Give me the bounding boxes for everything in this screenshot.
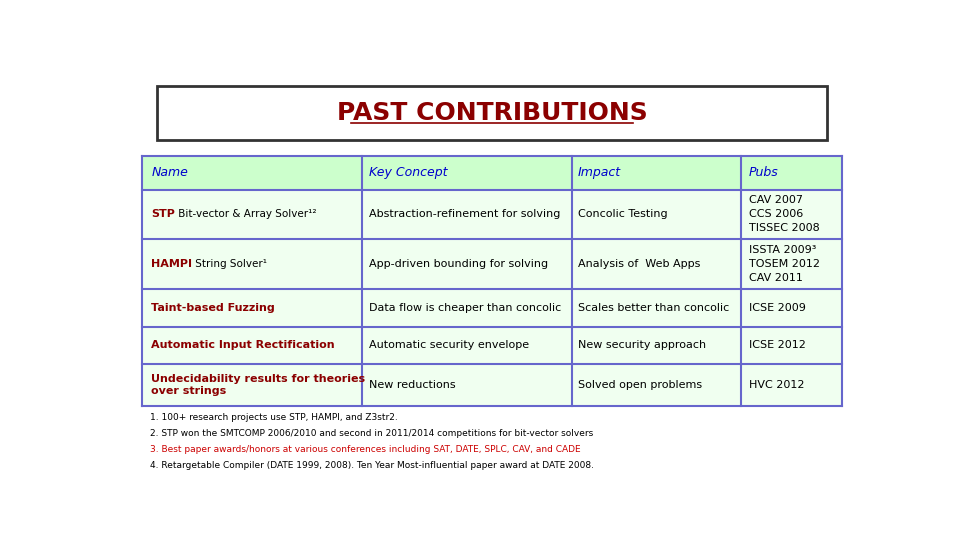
Text: Undecidability results for theories
over strings: Undecidability results for theories over…: [152, 374, 366, 396]
Text: HVC 2012: HVC 2012: [749, 380, 804, 390]
Text: Pubs: Pubs: [749, 166, 779, 179]
Text: Impact: Impact: [578, 166, 621, 179]
Text: App-driven bounding for solving: App-driven bounding for solving: [370, 259, 548, 269]
Text: Key Concept: Key Concept: [370, 166, 447, 179]
FancyBboxPatch shape: [142, 156, 842, 406]
Text: Scales better than concolic: Scales better than concolic: [578, 303, 729, 313]
Text: New security approach: New security approach: [578, 340, 706, 350]
Text: 4. Retargetable Compiler (DATE 1999, 2008). Ten Year Most-influential paper awar: 4. Retargetable Compiler (DATE 1999, 200…: [150, 461, 593, 470]
Text: ICSE 2012: ICSE 2012: [749, 340, 805, 350]
Text: PAST CONTRIBUTIONS: PAST CONTRIBUTIONS: [337, 100, 647, 125]
Text: Analysis of  Web Apps: Analysis of Web Apps: [578, 259, 700, 269]
Text: Abstraction-refinement for solving: Abstraction-refinement for solving: [370, 210, 561, 219]
Text: STP: STP: [152, 210, 175, 219]
Text: Data flow is cheaper than concolic: Data flow is cheaper than concolic: [370, 303, 562, 313]
Text: CAV 2007
CCS 2006
TISSEC 2008: CAV 2007 CCS 2006 TISSEC 2008: [749, 195, 820, 233]
Text: ISSTA 2009³
TOSEM 2012
CAV 2011: ISSTA 2009³ TOSEM 2012 CAV 2011: [749, 245, 820, 284]
Text: 2. STP won the SMTCOMP 2006/2010 and second in 2011/2014 competitions for bit-ve: 2. STP won the SMTCOMP 2006/2010 and sec…: [150, 429, 593, 438]
Text: 1. 100+ research projects use STP, HAMPI, and Z3str2.: 1. 100+ research projects use STP, HAMPI…: [150, 413, 397, 422]
Text: Taint-based Fuzzing: Taint-based Fuzzing: [152, 303, 275, 313]
Text: Name: Name: [152, 166, 188, 179]
Text: ICSE 2009: ICSE 2009: [749, 303, 805, 313]
Text: Concolic Testing: Concolic Testing: [578, 210, 667, 219]
Text: New reductions: New reductions: [370, 380, 456, 390]
Text: Bit-vector & Array Solver¹²: Bit-vector & Array Solver¹²: [175, 210, 317, 219]
Text: Solved open problems: Solved open problems: [578, 380, 702, 390]
FancyBboxPatch shape: [157, 85, 827, 140]
FancyBboxPatch shape: [142, 156, 842, 190]
Text: Automatic security envelope: Automatic security envelope: [370, 340, 529, 350]
Text: Automatic Input Rectification: Automatic Input Rectification: [152, 340, 335, 350]
Text: HAMPI: HAMPI: [152, 259, 192, 269]
Text: String Solver¹: String Solver¹: [192, 259, 267, 269]
Text: 3. Best paper awards/honors at various conferences including SAT, DATE, SPLC, CA: 3. Best paper awards/honors at various c…: [150, 445, 581, 454]
